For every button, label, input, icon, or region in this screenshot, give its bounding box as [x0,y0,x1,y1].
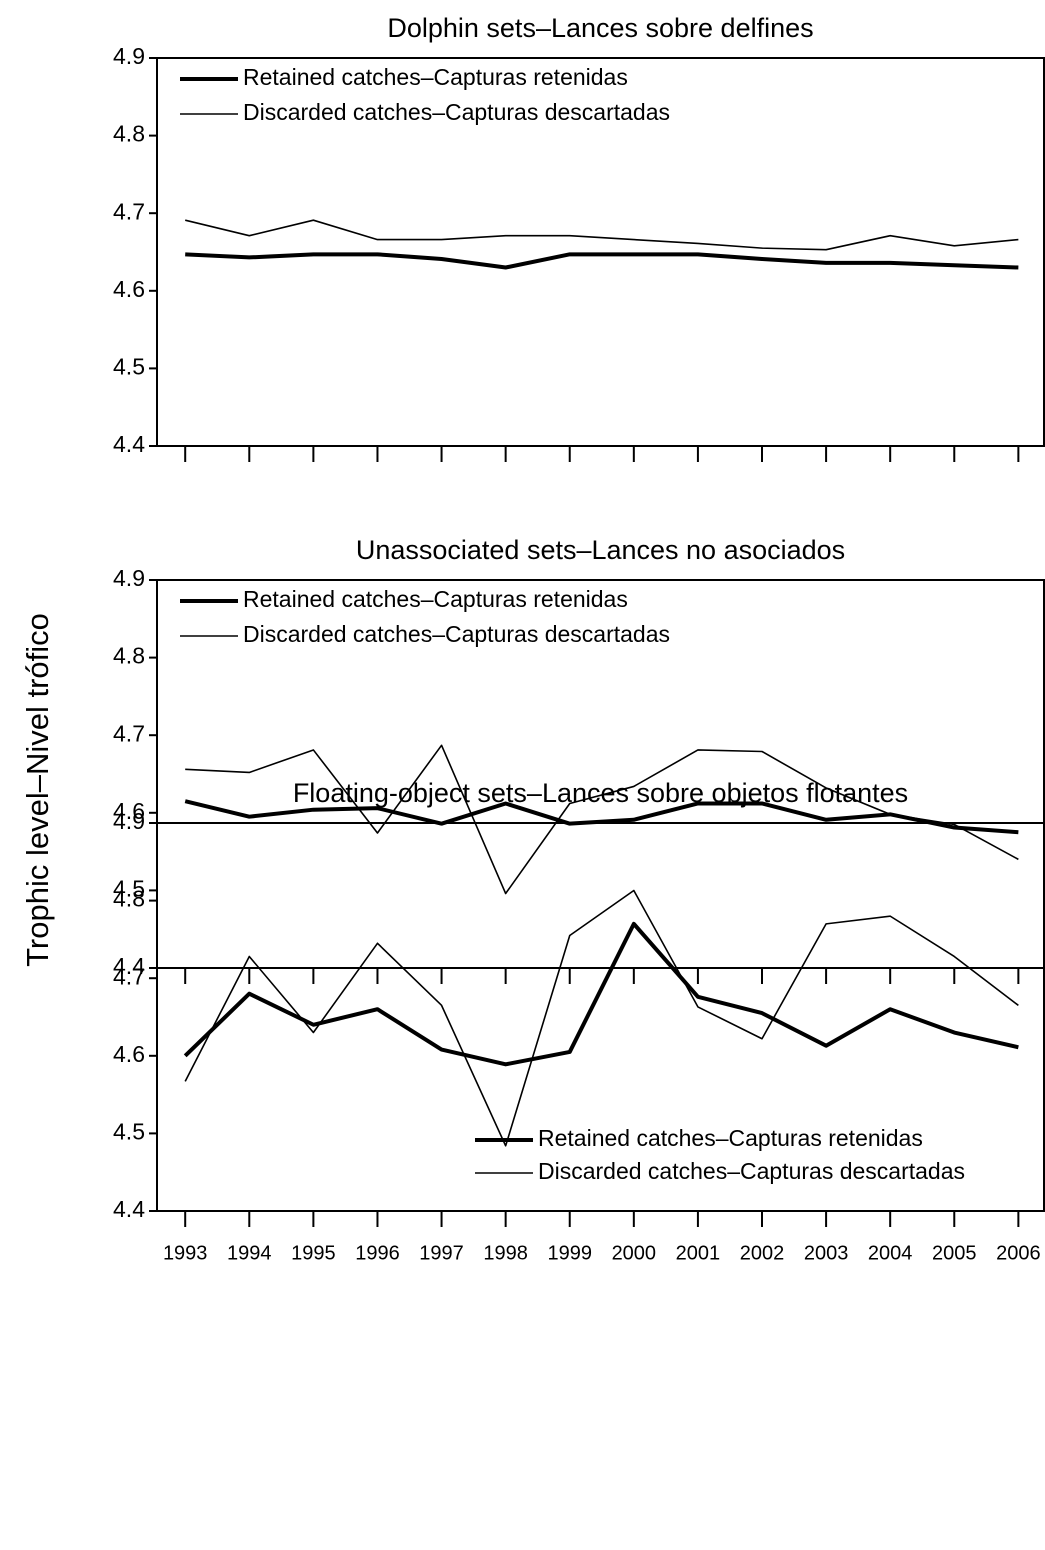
x-tick-label: 2000 [612,1242,657,1264]
y-tick-label: 4.9 [113,43,145,69]
y-tick-label: 4.5 [113,1118,145,1144]
x-tick-label: 2003 [804,1242,849,1264]
legend-label: Discarded catches–Capturas descartadas [243,621,670,647]
x-tick-label: 1993 [163,1242,208,1264]
legend-label: Discarded catches–Capturas descartadas [243,99,670,125]
chart-title: Dolphin sets–Lances sobre delfines [387,13,813,43]
chart-title: Floating-object sets–Lances sobre objeto… [293,778,908,808]
legend-label: Retained catches–Capturas retenidas [538,1125,923,1151]
plot-frame [156,579,1045,969]
y-tick-label: 4.6 [113,1041,145,1067]
plot-frame [156,57,1045,447]
data-line [185,219,1019,251]
y-tick-label: 4.8 [113,121,145,147]
x-tick-label: 1994 [227,1242,272,1264]
x-tick-label: 2001 [676,1242,721,1264]
x-tick-label: 1996 [355,1242,400,1264]
chart-title: Unassociated sets–Lances no asociados [356,535,845,565]
x-tick-label: 1997 [419,1242,464,1264]
x-tick-label: 2002 [740,1242,785,1264]
y-tick-label: 4.6 [113,798,145,824]
x-tick-label: 1998 [483,1242,528,1264]
y-tick-label: 4.5 [113,353,145,379]
data-line [184,889,1019,1147]
x-tick-label: 2005 [932,1242,977,1264]
y-tick-label: 4.4 [113,953,145,979]
x-tick-label: 2006 [996,1242,1041,1264]
y-tick-label: 4.7 [113,720,145,746]
y-tick-label: 4.6 [113,276,145,302]
y-tick-label: 4.9 [113,565,145,591]
legend-label: Discarded catches–Capturas descartadas [538,1158,965,1184]
y-axis-label: Trophic level–Nivel trófico [20,613,55,967]
legend-label: Retained catches–Capturas retenidas [243,586,628,612]
x-tick-label: 2004 [868,1242,913,1264]
data-line [183,921,1019,1067]
x-tick-label: 1995 [291,1242,336,1264]
legend-label: Retained catches–Capturas retenidas [243,64,628,90]
y-tick-label: 4.8 [113,643,145,669]
plot-frame [156,822,1045,1212]
data-line [184,799,1019,835]
y-tick-label: 4.7 [113,963,145,989]
data-line [185,252,1019,270]
y-tick-label: 4.8 [113,886,145,912]
y-tick-label: 4.4 [113,1196,145,1222]
y-tick-label: 4.9 [113,808,145,834]
y-tick-label: 4.4 [113,431,145,457]
y-tick-label: 4.7 [113,198,145,224]
x-tick-label: 1999 [547,1242,592,1264]
y-tick-label: 4.5 [113,875,145,901]
data-line [185,744,1019,895]
